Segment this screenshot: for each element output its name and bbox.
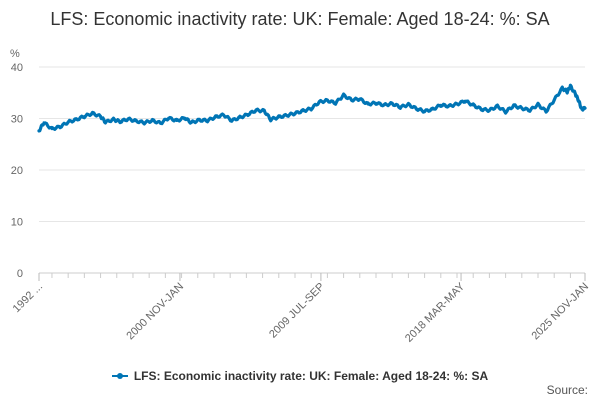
data-point[interactable] (142, 121, 146, 124)
data-point[interactable] (126, 117, 130, 121)
data-point[interactable] (390, 102, 394, 105)
data-point[interactable] (326, 99, 329, 102)
data-point[interactable] (528, 108, 532, 112)
legend[interactable]: LFS: Economic inactivity rate: UK: Femal… (0, 366, 600, 383)
chart-title: LFS: Economic inactivity rate: UK: Femal… (50, 9, 550, 29)
data-point[interactable] (37, 129, 41, 133)
data-point[interactable] (99, 115, 102, 118)
y-tick-label: 30 (11, 114, 23, 126)
data-point[interactable] (74, 118, 78, 121)
x-tick-label: 2000 NOV-JAN (124, 281, 186, 343)
data-point[interactable] (398, 105, 402, 109)
legend-swatch-icon (111, 373, 128, 379)
data-point[interactable] (447, 104, 451, 108)
data-point[interactable] (455, 102, 459, 106)
data-point[interactable] (112, 118, 115, 121)
data-point[interactable] (496, 104, 499, 108)
data-point[interactable] (577, 99, 580, 102)
data-point[interactable] (230, 119, 234, 122)
data-point[interactable] (262, 109, 266, 113)
data-point[interactable] (175, 119, 179, 122)
data-point[interactable] (382, 103, 386, 107)
data-point[interactable] (183, 116, 187, 120)
data-point[interactable] (66, 120, 70, 124)
data-point[interactable] (206, 119, 209, 122)
data-point[interactable] (366, 102, 370, 106)
data-point[interactable] (415, 107, 418, 111)
data-point[interactable] (246, 113, 250, 116)
data-point[interactable] (285, 114, 289, 117)
data-point[interactable] (42, 121, 46, 124)
data-point[interactable] (536, 103, 540, 106)
data-point[interactable] (560, 86, 564, 90)
data-point[interactable] (269, 118, 273, 121)
data-point[interactable] (334, 101, 337, 105)
data-point[interactable] (580, 107, 584, 111)
data-point[interactable] (512, 104, 516, 107)
x-tick-label: 2009 JUL-SEP (267, 281, 327, 341)
data-point[interactable] (159, 121, 162, 125)
data-point[interactable] (277, 115, 281, 119)
x-tick-label: 1992 ... (11, 281, 45, 315)
data-point[interactable] (569, 84, 572, 88)
data-point[interactable] (309, 107, 313, 111)
data-point[interactable] (342, 93, 345, 97)
data-point[interactable] (222, 113, 226, 117)
data-point[interactable] (254, 108, 258, 112)
legend-label: LFS: Economic inactivity rate: UK: Femal… (133, 369, 489, 383)
data-point[interactable] (463, 99, 467, 103)
data-point[interactable] (167, 116, 171, 120)
data-point[interactable] (83, 115, 86, 118)
data-point[interactable] (573, 92, 577, 96)
data-point[interactable] (407, 103, 410, 106)
data-point[interactable] (50, 127, 54, 131)
y-tick-label: 20 (11, 165, 23, 177)
data-point[interactable] (151, 119, 154, 122)
y-tick-label: 40 (11, 62, 23, 74)
data-point[interactable] (198, 118, 201, 122)
gridlines (39, 66, 585, 274)
data-point[interactable] (583, 106, 587, 110)
y-tick-label: 10 (11, 217, 23, 229)
data-point[interactable] (423, 109, 426, 113)
data-point[interactable] (565, 90, 569, 94)
x-axis: 0 10 20 30 40 1992 ... 2000 NOV-JAN 2009 JUL-SE… (11, 62, 591, 345)
data-point[interactable] (189, 121, 193, 124)
data-point[interactable] (214, 115, 218, 119)
data-point[interactable] (58, 125, 62, 129)
data-point[interactable] (293, 111, 297, 115)
data-point[interactable] (544, 109, 548, 113)
data-point[interactable] (488, 108, 491, 112)
data-point[interactable] (439, 103, 443, 107)
data-point[interactable] (104, 120, 107, 124)
data-point[interactable] (301, 109, 305, 113)
data-point[interactable] (431, 107, 435, 111)
data-point[interactable] (238, 116, 242, 119)
data-point[interactable] (520, 106, 524, 110)
data-point[interactable] (118, 120, 122, 123)
data-point[interactable] (552, 98, 556, 102)
y-axis-label: % (10, 48, 20, 60)
data-point[interactable] (479, 107, 483, 111)
legend-item[interactable]: LFS: Economic inactivity rate: UK: Femal… (111, 369, 489, 383)
data-point[interactable] (350, 98, 354, 102)
series-layer (37, 83, 587, 133)
x-tick-label: 2018 MAR-MAY (403, 280, 468, 345)
data-point[interactable] (358, 97, 362, 101)
y-tick-label: 0 (17, 268, 23, 280)
data-point[interactable] (134, 119, 138, 123)
data-point[interactable] (374, 101, 378, 105)
data-point[interactable] (317, 100, 321, 104)
data-point[interactable] (91, 111, 94, 115)
x-tick-label: 2025 NOV-JAN (529, 281, 591, 343)
data-point[interactable] (471, 103, 475, 107)
source-label: Source: (546, 383, 588, 397)
data-point[interactable] (504, 110, 507, 114)
